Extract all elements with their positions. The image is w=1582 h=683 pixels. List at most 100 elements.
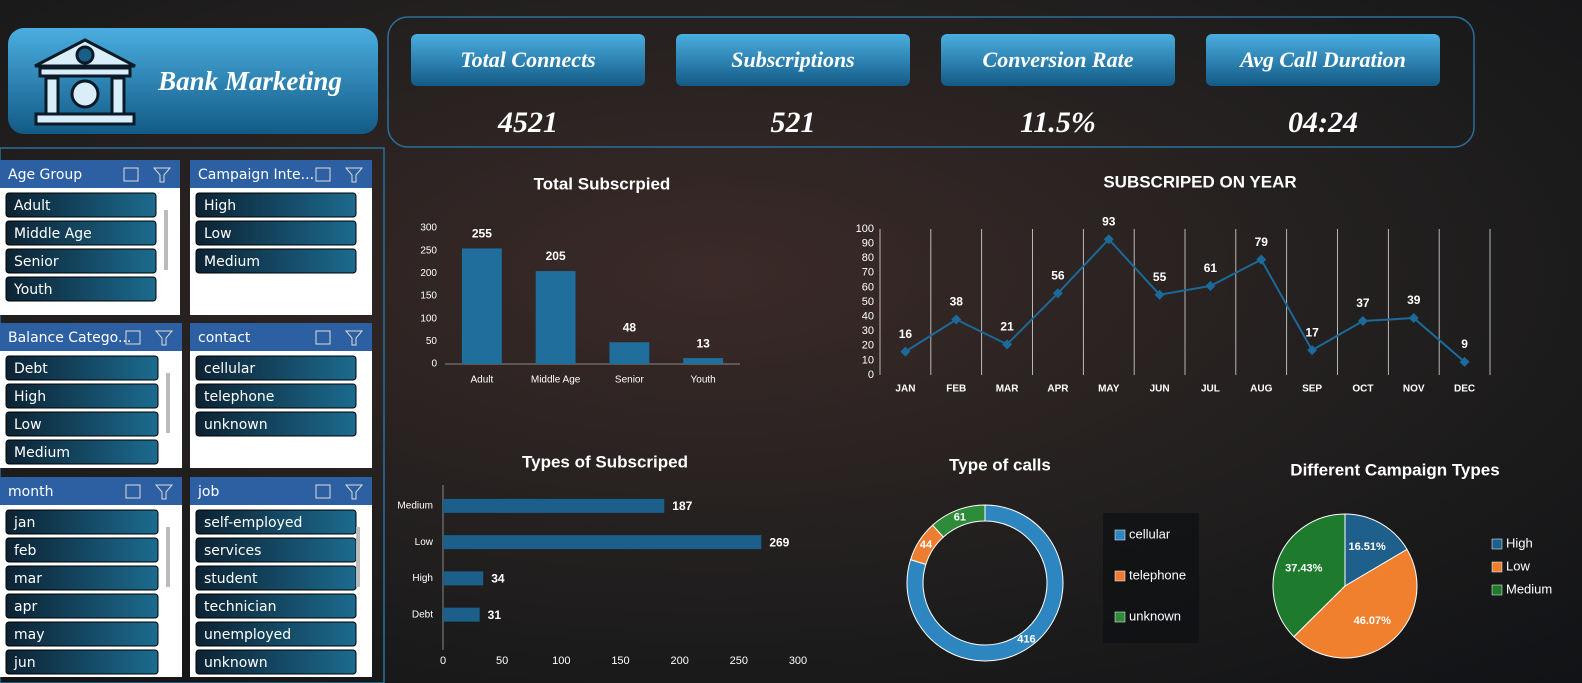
x-tick-label: Middle Age	[531, 375, 581, 386]
slicer-panel	[0, 147, 385, 683]
clear-filter-icon[interactable]	[344, 330, 364, 346]
scrollbar[interactable]	[166, 527, 170, 587]
y-tick-label: Low	[415, 537, 434, 548]
data-label: 21	[1000, 320, 1014, 334]
slicer-item-label: Adult	[14, 198, 51, 214]
marker	[1357, 315, 1368, 326]
data-label: 61	[954, 512, 966, 524]
slicer-item[interactable]	[5, 355, 159, 381]
slicer-item-label: student	[204, 571, 258, 587]
slicer-header	[0, 160, 180, 188]
marker	[1103, 234, 1114, 245]
chart-title: Different Campaign Types	[1290, 460, 1499, 479]
scrollbar[interactable]	[166, 373, 170, 433]
slicer-item[interactable]	[195, 192, 357, 218]
slicer-item-label: jan	[13, 515, 35, 531]
clear-filter-icon[interactable]	[154, 330, 174, 346]
multi-select-icon[interactable]	[315, 167, 331, 182]
bar	[443, 535, 762, 550]
header-title: Bank Marketing	[157, 66, 342, 96]
slicer-title: contact	[198, 330, 251, 346]
slicer-item[interactable]	[195, 411, 357, 437]
slicer-item-label: jun	[13, 655, 36, 671]
slicer-item[interactable]	[195, 649, 357, 675]
slicer-item[interactable]	[5, 248, 157, 274]
data-label: 56	[1051, 268, 1065, 282]
line	[904, 237, 1466, 363]
data-label: 34	[491, 572, 505, 586]
slicer-item-label: feb	[14, 543, 37, 559]
legend-label: Medium	[1506, 581, 1552, 596]
bar	[683, 358, 724, 364]
slicer-item[interactable]	[195, 355, 357, 381]
kpi-value: 11.5%	[1020, 106, 1096, 139]
x-tick-label: 200	[670, 655, 688, 667]
slicer-item[interactable]	[5, 276, 157, 302]
kpi-card	[941, 34, 1175, 86]
x-tick-label: OCT	[1352, 384, 1373, 395]
slicer-item[interactable]	[195, 593, 357, 619]
x-tick-label: 150	[611, 655, 629, 667]
y-tick-label: 10	[862, 354, 874, 366]
kpi-value: 04:24	[1288, 106, 1358, 139]
scrollbar[interactable]	[164, 210, 168, 270]
legend-label: unknown	[1129, 608, 1181, 623]
slicer-item[interactable]	[5, 593, 159, 619]
marker	[900, 346, 911, 357]
slicer-item-label: Middle Age	[14, 226, 92, 242]
multi-select-icon[interactable]	[125, 330, 141, 345]
y-tick-label: 100	[420, 313, 437, 324]
slicer-header	[0, 477, 182, 505]
slicer-item[interactable]	[5, 411, 159, 437]
x-tick-label: 300	[789, 655, 807, 667]
slicer-item-label: Medium	[204, 254, 260, 270]
slicer-item[interactable]	[195, 383, 357, 409]
scrollbar[interactable]	[356, 527, 360, 587]
slicer-item[interactable]	[5, 537, 159, 563]
data-label: 416	[1017, 633, 1035, 645]
slicer-item-label: Youth	[13, 282, 53, 298]
multi-select-icon[interactable]	[315, 484, 331, 499]
slicer-item[interactable]	[5, 383, 159, 409]
x-tick-label: APR	[1047, 384, 1069, 395]
slicer-item[interactable]	[5, 439, 159, 465]
slicer-item[interactable]	[5, 192, 157, 218]
y-tick-label: 0	[868, 369, 874, 381]
slicer-item[interactable]	[5, 565, 159, 591]
slicer-item[interactable]	[195, 220, 357, 246]
slicer-item[interactable]	[195, 248, 357, 274]
data-label: 48	[623, 320, 637, 334]
slicer-item[interactable]	[5, 649, 159, 675]
slicer-item-label: services	[204, 543, 261, 559]
slicer-item-label: High	[204, 198, 236, 214]
slicer-item[interactable]	[5, 621, 159, 647]
data-label: 93	[1102, 214, 1116, 228]
multi-select-icon[interactable]	[125, 484, 141, 499]
data-label: 13	[696, 336, 710, 350]
slicer-item[interactable]	[5, 509, 159, 535]
data-label: 37	[1356, 296, 1370, 310]
y-tick-label: 40	[862, 311, 874, 323]
clear-filter-icon[interactable]	[152, 167, 172, 183]
marker	[1205, 280, 1216, 291]
slicer-item[interactable]	[195, 621, 357, 647]
clear-filter-icon[interactable]	[344, 167, 364, 183]
data-label: 187	[672, 499, 692, 513]
clear-filter-icon[interactable]	[344, 484, 364, 500]
kpi-value: 521	[771, 106, 816, 139]
slicer-item[interactable]	[195, 509, 357, 535]
legend-label: High	[1506, 535, 1533, 550]
y-tick-label: 50	[426, 336, 438, 347]
multi-select-icon[interactable]	[315, 330, 331, 345]
multi-select-icon[interactable]	[123, 167, 139, 182]
slicer-item-label: self-employed	[204, 515, 302, 531]
bar	[535, 271, 576, 364]
slicer-item[interactable]	[5, 220, 157, 246]
marker	[1154, 289, 1165, 300]
legend-swatch	[1114, 570, 1126, 582]
clear-filter-icon[interactable]	[154, 484, 174, 500]
slicer-item-label: telephone	[204, 389, 274, 405]
x-tick-label: MAR	[996, 384, 1020, 395]
slicer-item-label: High	[14, 389, 46, 405]
